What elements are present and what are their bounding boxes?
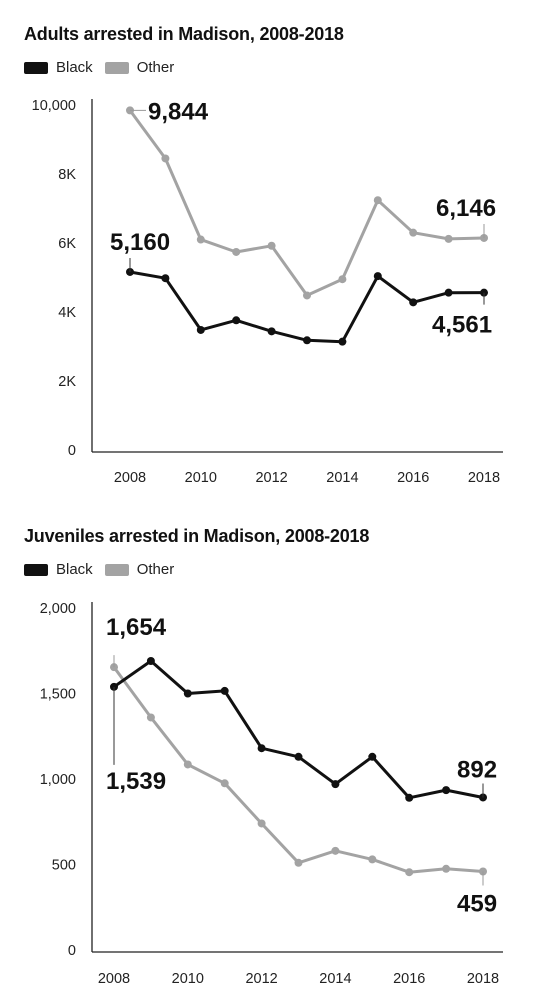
x-tick-label: 2018 (467, 971, 499, 987)
data-point-other (338, 275, 347, 284)
data-point-black (303, 336, 311, 345)
legend-label-black: Black (56, 59, 93, 76)
data-point-black (405, 793, 414, 802)
data-callout-label: 5,160 (110, 229, 170, 256)
juveniles-legend: Black Other (24, 561, 186, 578)
data-point-other (146, 713, 155, 722)
data-point-other (257, 819, 266, 828)
y-tick-label: 8K (58, 167, 76, 183)
data-callout-label: 6,146 (436, 195, 496, 222)
series-line-black (128, 270, 486, 344)
data-point-black (146, 657, 155, 666)
adults-chart-title: Adults arrested in Madison, 2008-2018 (24, 24, 344, 44)
data-point-black (479, 793, 487, 802)
data-callout-label: 1,654 (106, 614, 167, 641)
adults-legend-black: Black (24, 59, 93, 76)
juveniles-line-chart: 0 500 1,000 1,500 2,000 2008 2010 2012 2014 2016 2… (40, 601, 503, 987)
series-line-black (112, 659, 485, 800)
y-tick-label: 4K (58, 305, 76, 321)
data-callout-label: 9,844 (148, 98, 209, 125)
data-point-other (444, 234, 453, 243)
data-point-black (232, 316, 241, 325)
y-tick-label: 0 (68, 443, 76, 459)
x-tick-label: 2008 (98, 971, 130, 987)
data-point-other (267, 241, 276, 250)
x-tick-label: 2016 (393, 971, 425, 987)
legend-swatch-black (24, 61, 48, 74)
legend-swatch-black (24, 563, 48, 576)
y-tick-label: 1,500 (40, 687, 76, 703)
x-tick-label: 2014 (319, 971, 351, 987)
data-point-black (368, 752, 377, 761)
x-tick-label: 2012 (255, 470, 287, 486)
y-tick-label: 2K (58, 374, 76, 390)
data-point-black (220, 686, 229, 695)
data-point-black (294, 752, 303, 761)
adults-legend: Black Other (24, 59, 186, 76)
data-point-black (267, 327, 276, 336)
juveniles-chart-title: Juveniles arrested in Madison, 2008-2018 (24, 526, 370, 546)
data-point-other (161, 154, 170, 163)
data-point-other (331, 846, 340, 855)
data-point-other (303, 291, 311, 300)
data-point-black (373, 272, 382, 281)
y-tick-label: 2,000 (40, 601, 76, 617)
data-point-other (409, 228, 418, 237)
data-point-other (368, 855, 377, 864)
series-line-other (112, 665, 485, 874)
data-point-other (183, 760, 192, 769)
adults-line-chart: 0 2K 4K 6K 8K 10,000 2008 2010 2012 2014 2016 2018 9… (32, 98, 503, 486)
data-point-black (161, 274, 170, 283)
legend-label-other: Other (136, 59, 175, 76)
x-tick-label: 2016 (397, 470, 429, 486)
y-tick-label: 10,000 (32, 98, 76, 114)
data-point-other (110, 663, 118, 672)
data-callout-label: 4,561 (432, 312, 492, 339)
juveniles-legend-black: Black (24, 561, 93, 578)
series-line-other (128, 108, 486, 297)
data-callout-label: 459 (457, 891, 497, 918)
data-point-other (220, 779, 229, 788)
y-tick-label: 0 (68, 943, 76, 959)
x-tick-label: 2010 (172, 971, 204, 987)
x-tick-label: 2008 (114, 470, 146, 486)
data-point-other (442, 864, 451, 873)
legend-label-black: Black (56, 561, 93, 578)
data-callout-label: 892 (457, 756, 497, 783)
data-point-black (257, 744, 266, 753)
data-point-other (196, 235, 205, 244)
juveniles-legend-other: Other (104, 561, 175, 578)
data-point-black (444, 288, 453, 297)
data-point-other (373, 196, 382, 205)
data-callout-label: 1,539 (106, 768, 166, 795)
data-point-black (331, 780, 340, 789)
data-point-black (183, 689, 192, 698)
legend-swatch-other (104, 61, 129, 74)
y-tick-label: 6K (58, 236, 76, 252)
data-point-other (232, 247, 241, 256)
x-tick-label: 2014 (326, 470, 358, 486)
legend-swatch-other (104, 563, 129, 576)
x-tick-label: 2010 (185, 470, 217, 486)
adults-legend-other: Other (104, 59, 175, 76)
data-point-black (409, 298, 418, 307)
data-point-black (196, 325, 205, 334)
x-tick-label: 2018 (468, 470, 500, 486)
data-point-black (442, 786, 451, 795)
data-point-black (338, 337, 347, 346)
data-point-other (294, 858, 303, 867)
y-tick-label: 1,000 (40, 772, 76, 788)
y-tick-label: 500 (52, 858, 76, 874)
data-point-other (405, 868, 414, 877)
legend-label-other: Other (136, 561, 175, 578)
x-tick-label: 2012 (245, 971, 277, 987)
